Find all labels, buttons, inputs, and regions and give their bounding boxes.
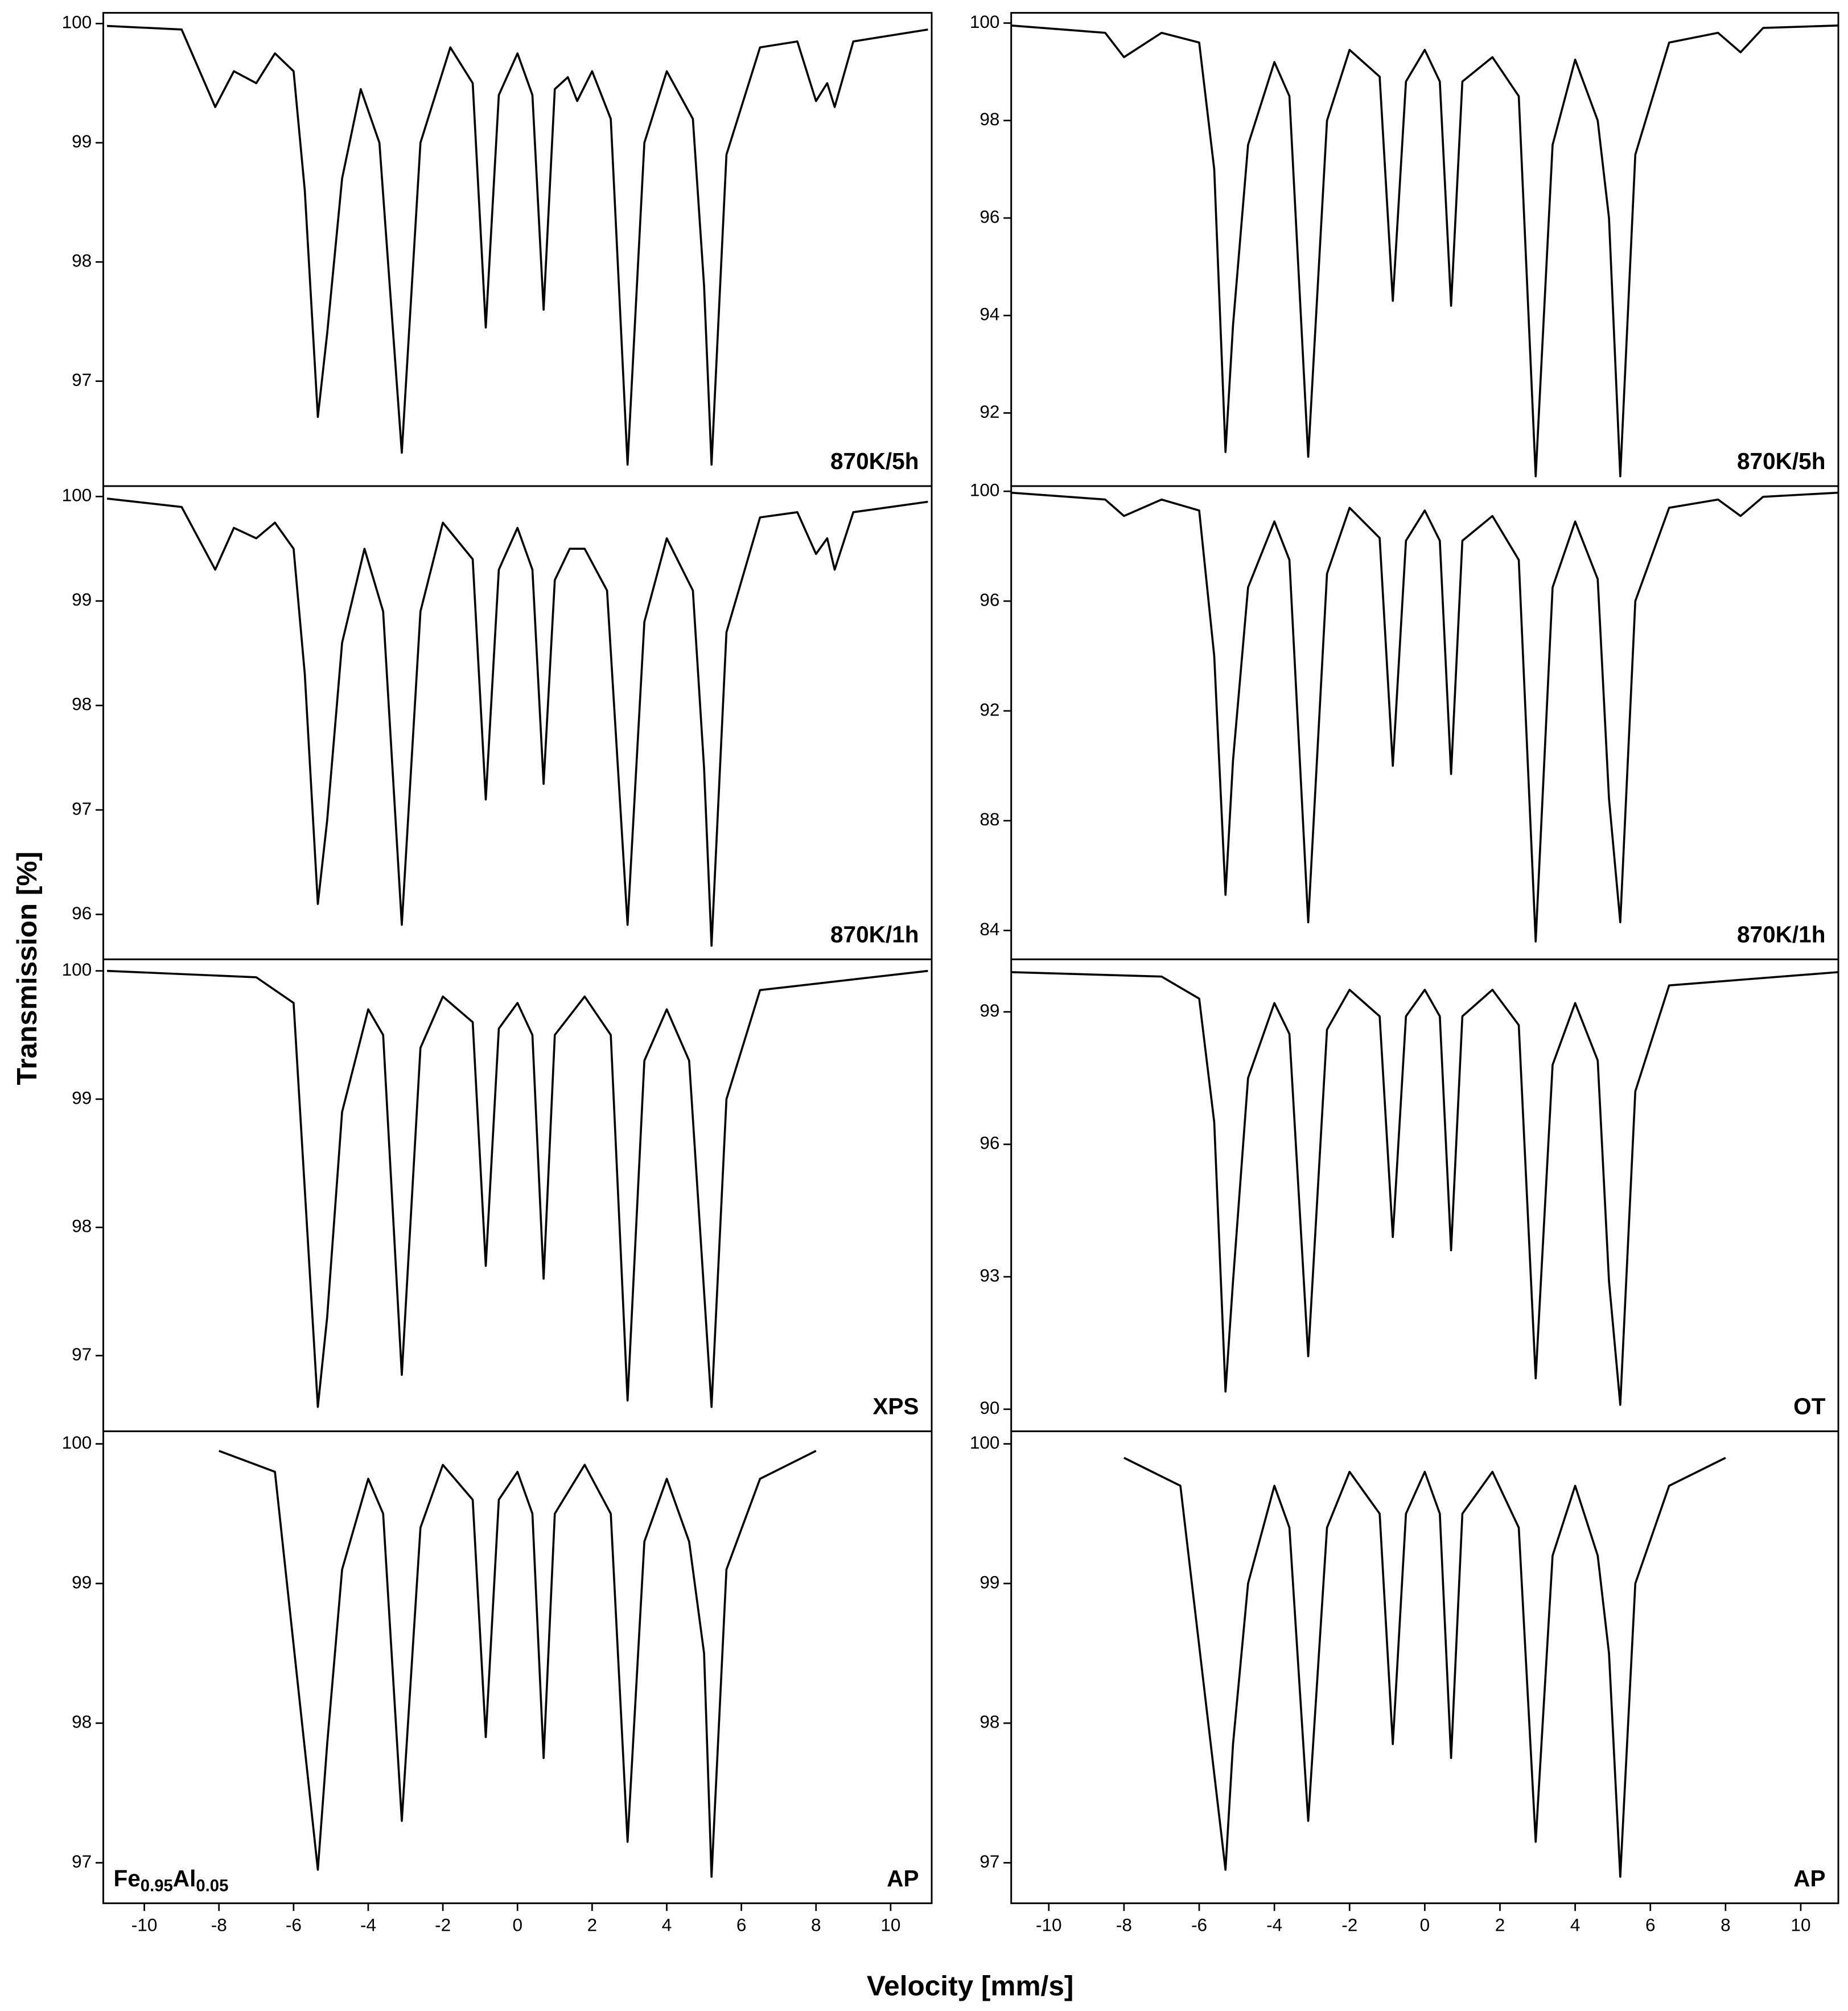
y-tick-label: 100: [62, 1432, 92, 1453]
x-tick-label: 0: [512, 1915, 522, 1935]
x-tick-label: 4: [662, 1915, 672, 1935]
fit-line: [106, 24, 928, 466]
formula-part: 0.95: [141, 1876, 173, 1895]
panel-label: 870K/1h: [830, 922, 919, 948]
x-tick-label: -10: [131, 1915, 158, 1935]
x-tick-label: -6: [286, 1915, 302, 1935]
x-tick-label: 0: [1420, 1915, 1430, 1935]
y-tick-label: 98: [72, 694, 92, 714]
plot-frame: [102, 1430, 933, 1905]
panel-label: OT: [1793, 1393, 1826, 1420]
y-tick-label: 88: [979, 809, 999, 829]
plot-frame: [102, 485, 933, 960]
fit-line: [106, 969, 928, 1408]
y-tick-label: 100: [62, 12, 92, 32]
x-tick-label: -2: [435, 1915, 451, 1935]
x-tick-label: 8: [1721, 1915, 1731, 1935]
fit-line: [1011, 491, 1839, 943]
y-tick-label: 97: [72, 1344, 92, 1364]
y-tick-label: 98: [72, 1216, 92, 1236]
y-tick-label: 98: [72, 1712, 92, 1732]
y-tick-label: 99: [72, 131, 92, 151]
plot-frame: [1010, 485, 1839, 960]
y-tick-label: 96: [72, 903, 92, 923]
fit-line: [1011, 24, 1839, 478]
x-tick-label: 6: [1645, 1915, 1656, 1935]
x-tick-label: -4: [1266, 1915, 1282, 1935]
y-tick-label: 99: [72, 1572, 92, 1592]
y-tick-label: 94: [979, 304, 999, 324]
x-tick-label: -2: [1341, 1915, 1357, 1935]
plot-frame: [102, 958, 933, 1433]
x-tick-label: -10: [1036, 1915, 1062, 1935]
formula-part: Fe: [113, 1865, 140, 1891]
panel-label: AP: [1793, 1865, 1825, 1891]
y-tick-label: 100: [62, 959, 92, 980]
x-tick-label: -6: [1191, 1915, 1207, 1935]
y-tick-label: 97: [979, 1851, 999, 1872]
x-tick-label: 6: [736, 1915, 747, 1935]
y-tick-label: 98: [72, 250, 92, 271]
plot-frame: [1010, 12, 1839, 487]
x-tick-label: 10: [1791, 1915, 1810, 1935]
y-tick-label: 92: [979, 699, 999, 719]
panel-label: 870K/1h: [1737, 922, 1826, 948]
panel-label: 870K/5h: [830, 448, 919, 474]
fit-line: [106, 497, 928, 947]
y-tick-label: 97: [72, 798, 92, 819]
y-tick-label: 100: [970, 1432, 1000, 1453]
y-tick-label: 96: [979, 206, 999, 227]
y-tick-label: 98: [979, 109, 999, 129]
x-tick-label: 4: [1570, 1915, 1581, 1935]
x-tick-label: 2: [1495, 1915, 1505, 1935]
y-tick-label: 98: [979, 1712, 999, 1732]
plot-frame: [1010, 1430, 1839, 1905]
y-tick-label: 84: [979, 919, 999, 939]
panel-label: 870K/5h: [1737, 448, 1826, 474]
y-tick-label: 96: [979, 1133, 999, 1153]
y-tick-label: 99: [72, 589, 92, 610]
x-tick-label: -8: [211, 1915, 227, 1935]
y-tick-label: 99: [979, 1000, 999, 1021]
y-tick-label: 100: [62, 485, 92, 505]
y-tick-label: 93: [979, 1265, 999, 1285]
formula-part: Al: [173, 1865, 196, 1891]
fit-line: [1011, 971, 1839, 1406]
fit-line: [219, 1450, 817, 1878]
x-axis-label: Velocity [mm/s]: [867, 1970, 1074, 2002]
fit-line: [1123, 1457, 1726, 1878]
panel-label: AP: [887, 1865, 919, 1891]
y-tick-label: 90: [979, 1397, 999, 1418]
y-tick-label: 100: [970, 11, 1000, 32]
y-axis-label: Transmission [%]: [11, 852, 43, 1085]
x-tick-label: -8: [1116, 1915, 1132, 1935]
x-tick-label: 2: [587, 1915, 598, 1935]
plot-frame: [1010, 958, 1839, 1433]
x-tick-label: 8: [811, 1915, 821, 1935]
y-tick-label: 100: [970, 479, 1000, 500]
formula-part: 0.05: [196, 1876, 228, 1895]
y-tick-label: 92: [979, 401, 999, 422]
y-tick-label: 97: [72, 369, 92, 390]
y-tick-label: 96: [979, 589, 999, 610]
formula-label: Fe0.95Al0.05: [113, 1865, 228, 1895]
panel-label: XPS: [872, 1393, 919, 1420]
x-tick-label: -4: [360, 1915, 376, 1935]
x-tick-label: 10: [880, 1915, 900, 1935]
y-tick-label: 97: [72, 1851, 92, 1872]
y-tick-label: 99: [979, 1572, 999, 1592]
y-tick-label: 99: [72, 1087, 92, 1108]
